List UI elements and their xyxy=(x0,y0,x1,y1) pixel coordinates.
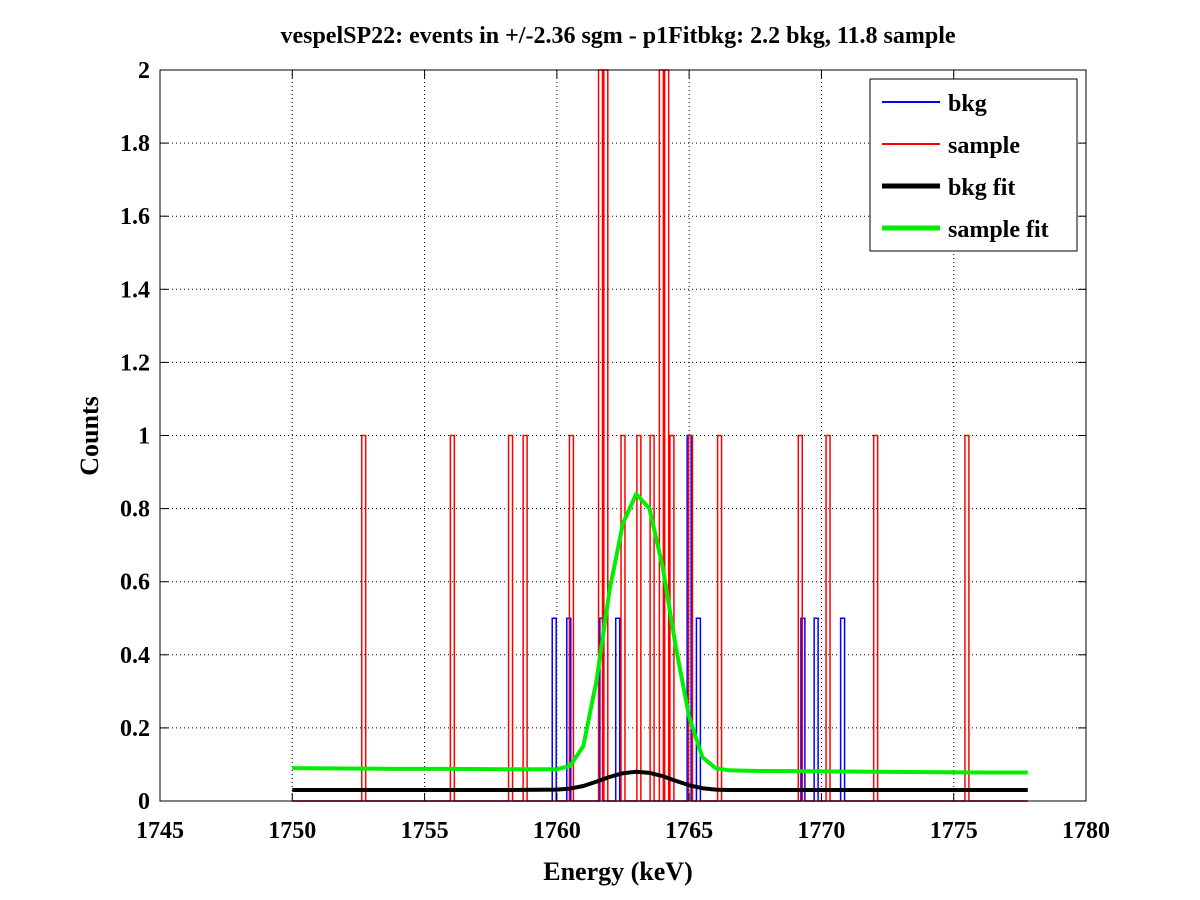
y-tick-label: 2 xyxy=(138,58,150,84)
y-tick-label: 0.4 xyxy=(120,643,150,669)
legend-label-sample-fit: sample fit xyxy=(948,217,1049,243)
x-tick-label: 1755 xyxy=(401,818,449,844)
x-tick-label: 1780 xyxy=(1062,818,1110,844)
legend-label-bkg: bkg xyxy=(948,91,987,117)
x-tick-label: 1775 xyxy=(930,818,978,844)
y-tick-label: 0.6 xyxy=(120,570,150,596)
ticks: 1745 1750 1755 1760 1765 1770 1775 1780 0 0.2 0.4 0… xyxy=(120,58,1110,844)
y-tick-label: 1 xyxy=(138,424,150,450)
legend: bkg sample bkg fit sample fit xyxy=(869,78,1078,252)
y-tick-label: 1.4 xyxy=(120,277,150,303)
x-tick-label: 1760 xyxy=(533,818,581,844)
y-tick-label: 0.2 xyxy=(120,716,150,742)
y-tick-label: 1.6 xyxy=(120,204,150,230)
series-sample-fit xyxy=(292,491,1028,775)
y-tick-label: 0.8 xyxy=(120,497,150,523)
series-bkg-fit xyxy=(292,769,1028,793)
x-tick-label: 1765 xyxy=(665,818,713,844)
y-tick-label: 0 xyxy=(138,789,150,815)
legend-box xyxy=(869,78,1078,252)
x-tick-label: 1750 xyxy=(268,818,316,844)
x-axis-label: Energy (keV) xyxy=(543,857,692,886)
chart-title: vespelSP22: events in +/-2.36 sgm - p1Fi… xyxy=(280,23,955,49)
x-tick-label: 1770 xyxy=(797,818,845,844)
y-tick-label: 1.8 xyxy=(120,131,150,157)
legend-label-bkg-fit: bkg fit xyxy=(948,175,1015,201)
x-tick-label: 1745 xyxy=(136,818,184,844)
y-axis-label: Counts xyxy=(75,396,104,475)
legend-label-sample: sample xyxy=(948,133,1020,159)
y-tick-label: 1.2 xyxy=(120,350,150,376)
